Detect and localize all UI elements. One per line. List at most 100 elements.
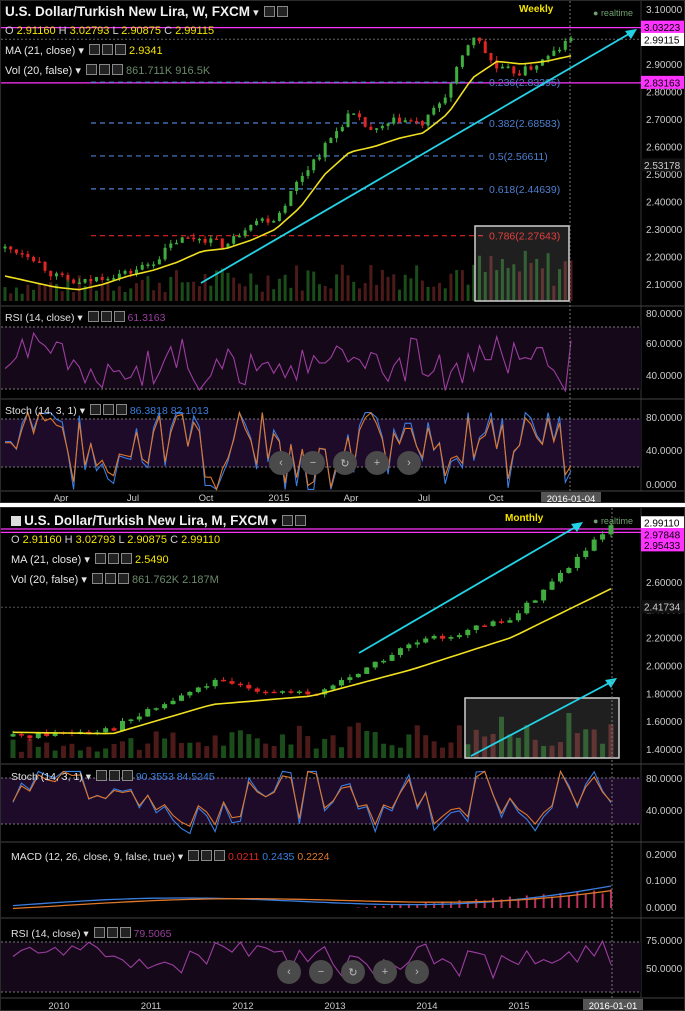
volume-bar	[518, 271, 522, 301]
price-axis-label: 2.20000	[646, 253, 683, 264]
eye-icon[interactable]	[87, 311, 99, 322]
candle	[44, 732, 50, 736]
volume-bar	[306, 270, 310, 301]
close-icon[interactable]	[121, 770, 133, 781]
candle	[375, 128, 379, 130]
chevron-right-icon[interactable]: ›	[397, 451, 421, 475]
chevron-right-icon[interactable]: ›	[405, 960, 429, 984]
volume-bar	[460, 270, 464, 301]
close-icon[interactable]	[115, 404, 127, 415]
monthly-ma-legend[interactable]: MA (21, close) ▾ 2.5490	[11, 553, 169, 566]
volume-bar	[27, 738, 33, 758]
settings-icon[interactable]	[201, 850, 213, 861]
zoom-in-icon[interactable]: +	[365, 451, 389, 475]
weekly-title[interactable]: U.S. Dollar/Turkish New Lira, W, FXCM	[5, 4, 251, 19]
settings-icon[interactable]	[106, 927, 118, 938]
settings-icon[interactable]	[104, 573, 116, 584]
monthly-vol-legend[interactable]: Vol (20, false) ▾ 861.762K 2.187M	[11, 573, 219, 586]
volume-bar	[330, 735, 336, 758]
settings-icon[interactable]	[282, 515, 294, 526]
close-icon[interactable]	[295, 515, 307, 526]
eye-icon[interactable]	[94, 553, 106, 564]
rsi-axis-label: 40.0000	[646, 371, 683, 382]
eye-icon[interactable]	[89, 404, 101, 415]
close-icon[interactable]	[276, 6, 288, 17]
weekly-stoch-legend[interactable]: Stoch (14, 3, 1) ▾ 86.3818 82.1013	[5, 404, 209, 417]
rsi-axis-label: 60.0000	[646, 339, 683, 350]
settings-icon[interactable]	[101, 44, 113, 55]
chevron-left-icon[interactable]: ‹	[277, 960, 301, 984]
candle	[465, 629, 471, 636]
dropdown-icon[interactable]: ▾	[253, 7, 259, 19]
close-icon[interactable]	[119, 927, 131, 938]
volume-bar	[431, 741, 437, 758]
price-axis-label: 1.40000	[646, 745, 683, 756]
monthly-macd-legend[interactable]: MACD (12, 26, close, 9, false, true) ▾ 0…	[11, 850, 330, 863]
reset-icon[interactable]: ↻	[333, 451, 357, 475]
price-axis-label: 1.60000	[646, 717, 683, 728]
close-icon[interactable]	[117, 573, 129, 584]
zoom-in-icon[interactable]: +	[373, 960, 397, 984]
volume-bar	[112, 290, 116, 301]
candle	[482, 625, 488, 628]
weekly-ma-legend[interactable]: MA (21, close) ▾ 2.9341	[5, 44, 163, 57]
eye-icon[interactable]	[91, 573, 103, 584]
ohlc-l-label: L	[118, 534, 125, 546]
candle	[35, 732, 41, 739]
eye-icon[interactable]	[95, 770, 107, 781]
candle	[608, 525, 614, 535]
volume-bar	[20, 293, 24, 301]
eye-icon[interactable]	[88, 44, 100, 55]
settings-icon[interactable]	[263, 6, 275, 17]
settings-icon[interactable]	[107, 553, 119, 564]
volume-bar	[352, 281, 356, 301]
background	[1, 508, 684, 1010]
weekly-ohlc: O 2.91160 H 3.02793 L 2.90875 C 2.99115	[5, 25, 214, 37]
close-icon[interactable]	[214, 850, 226, 861]
zoom-out-icon[interactable]: −	[309, 960, 333, 984]
close-icon[interactable]	[114, 44, 126, 55]
settings-icon[interactable]	[108, 770, 120, 781]
zoom-out-icon[interactable]: −	[301, 451, 325, 475]
candle	[426, 114, 430, 126]
weekly-rsi-legend[interactable]: RSI (14, close) ▾ 61.3163	[5, 311, 166, 324]
close-icon[interactable]	[113, 311, 125, 322]
close-icon[interactable]	[111, 64, 123, 75]
candle	[237, 235, 241, 238]
eye-icon[interactable]	[188, 850, 200, 861]
close-icon[interactable]	[120, 553, 132, 564]
monthly-title[interactable]: U.S. Dollar/Turkish New Lira, M, FXCM	[24, 513, 269, 528]
volume-bar	[403, 274, 407, 301]
dropdown-icon[interactable]: ▾	[271, 516, 277, 528]
settings-icon[interactable]	[100, 311, 112, 322]
settings-icon[interactable]	[98, 64, 110, 75]
time-axis-label: 2013	[324, 1001, 345, 1011]
candle	[523, 66, 527, 76]
weekly-vol-legend[interactable]: Vol (20, false) ▾ 861.711K 916.5K	[5, 64, 211, 77]
weekly-header: U.S. Dollar/Turkish New Lira, W, FXCM ▾	[5, 4, 288, 19]
candle	[152, 264, 156, 266]
time-axis-label: 2012	[232, 1001, 253, 1011]
eye-icon[interactable]	[85, 64, 97, 75]
stoch-axis-label: 40.0000	[646, 806, 683, 817]
eye-icon[interactable]	[93, 927, 105, 938]
price-axis-label: 2.90000	[646, 60, 683, 71]
settings-icon[interactable]	[102, 404, 114, 415]
candle	[317, 157, 321, 160]
monthly-chart[interactable]: 2.600002.400002.200002.000001.800001.600…	[0, 507, 685, 1011]
candle	[187, 691, 193, 696]
volume-bar	[221, 745, 227, 758]
time-axis-label: 2015	[268, 493, 289, 503]
candle	[77, 282, 81, 285]
candle	[420, 121, 424, 126]
candle	[489, 53, 493, 61]
candle	[20, 253, 24, 255]
monthly-header: U.S. Dollar/Turkish New Lira, M, FXCM ▾	[11, 513, 307, 528]
volume-bar	[163, 292, 167, 301]
chevron-left-icon[interactable]: ‹	[269, 451, 293, 475]
monthly-stoch-legend[interactable]: Stoch (14, 3, 1) ▾ 90.3553 84.5245	[11, 770, 215, 783]
weekly-chart[interactable]: 3.100003.000002.900002.800002.700002.600…	[0, 0, 685, 503]
candle	[456, 635, 462, 638]
monthly-rsi-legend[interactable]: RSI (14, close) ▾ 79.5065	[11, 927, 172, 940]
reset-icon[interactable]: ↻	[341, 960, 365, 984]
